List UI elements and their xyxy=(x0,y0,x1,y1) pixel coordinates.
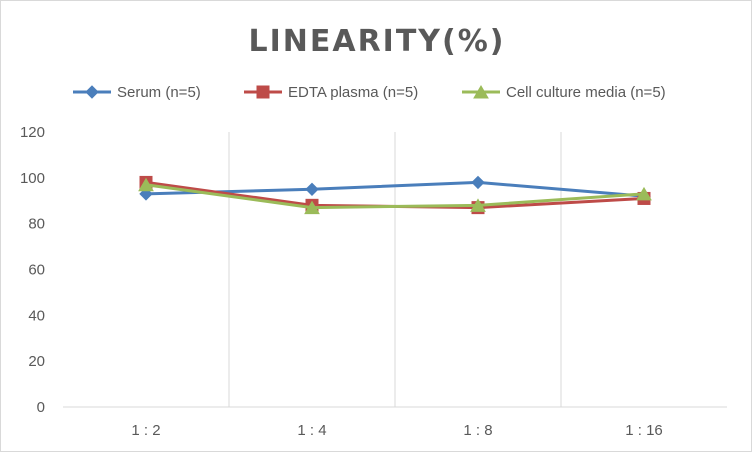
legend-item: EDTA plasma (n=5) xyxy=(244,84,418,101)
series-line xyxy=(145,183,645,210)
x-tick-label: 1 : 16 xyxy=(625,422,663,439)
data-point xyxy=(636,186,652,201)
y-tick-label: 40 xyxy=(28,307,45,324)
series-line xyxy=(145,180,645,198)
series-1 xyxy=(139,175,651,203)
legend-marker xyxy=(256,85,270,99)
legend-label: EDTA plasma (n=5) xyxy=(288,84,418,101)
y-tick-label: 60 xyxy=(28,262,45,279)
gridlines xyxy=(63,132,727,408)
data-point xyxy=(471,175,485,190)
legend-item: Serum (n=5) xyxy=(73,84,201,101)
y-tick-label: 0 xyxy=(37,399,45,416)
legend-item: Cell culture media (n=5) xyxy=(462,84,666,101)
legend-label: Serum (n=5) xyxy=(117,84,201,101)
data-point xyxy=(305,182,319,196)
y-tick-label: 100 xyxy=(20,170,45,187)
x-tick-label: 1 : 2 xyxy=(131,422,160,439)
y-tick-label: 20 xyxy=(28,353,45,370)
legend: Serum (n=5) EDTA plasma (n=5) Cell culture… xyxy=(73,84,666,101)
y-tick-label: 80 xyxy=(28,216,45,233)
data-point xyxy=(138,177,154,192)
chart-title: LINEARITY(%) xyxy=(248,24,505,59)
series-3 xyxy=(138,177,652,215)
y-axis-ticks: 0 20 40 60 80 100 120 xyxy=(20,124,45,416)
series-group xyxy=(138,175,652,215)
data-point xyxy=(470,198,486,212)
x-axis-ticks: 1 : 2 1 : 4 1 : 8 1 : 16 xyxy=(131,422,662,439)
legend-marker xyxy=(85,85,99,99)
y-tick-label: 120 xyxy=(20,124,45,141)
x-tick-label: 1 : 8 xyxy=(463,422,492,439)
data-point xyxy=(304,200,320,215)
legend-marker xyxy=(473,85,489,99)
x-tick-label: 1 : 4 xyxy=(297,422,326,439)
legend-label: Cell culture media (n=5) xyxy=(506,84,666,101)
